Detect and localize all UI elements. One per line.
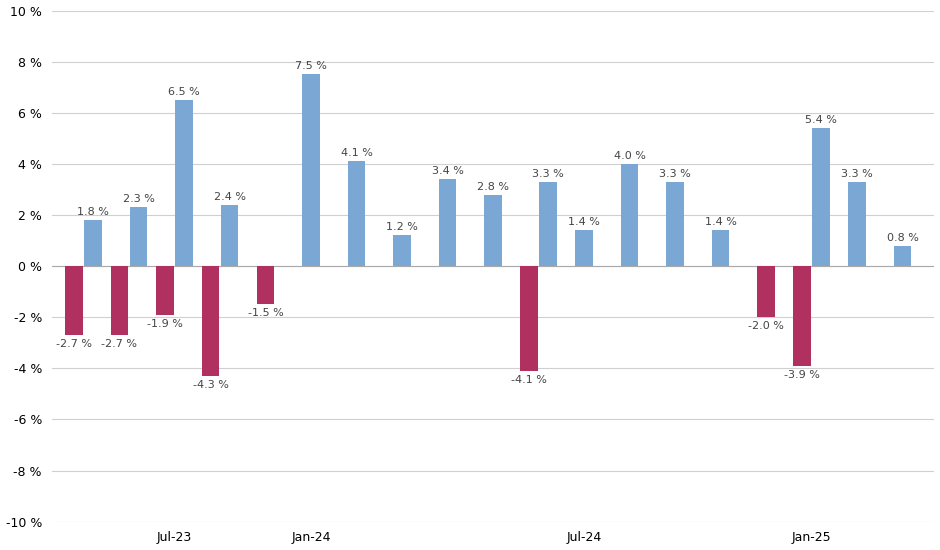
Bar: [439, 179, 456, 266]
Text: -2.7 %: -2.7 %: [102, 339, 137, 349]
Bar: [575, 230, 593, 266]
Bar: [257, 266, 274, 305]
Text: -3.9 %: -3.9 %: [784, 370, 820, 379]
Bar: [540, 182, 556, 266]
Text: 7.5 %: 7.5 %: [295, 62, 327, 72]
Bar: [202, 266, 219, 376]
Text: 2.3 %: 2.3 %: [122, 194, 154, 204]
Text: 3.3 %: 3.3 %: [659, 169, 691, 179]
Text: 2.8 %: 2.8 %: [477, 182, 509, 191]
Text: 1.8 %: 1.8 %: [77, 207, 109, 217]
Bar: [849, 182, 866, 266]
Text: 3.4 %: 3.4 %: [431, 166, 463, 176]
Text: -1.5 %: -1.5 %: [247, 309, 283, 318]
Bar: [894, 246, 911, 266]
Bar: [712, 230, 729, 266]
Bar: [111, 266, 128, 335]
Bar: [130, 207, 148, 266]
Bar: [793, 266, 810, 366]
Text: -4.1 %: -4.1 %: [511, 375, 547, 385]
Text: 4.1 %: 4.1 %: [340, 148, 372, 158]
Text: -2.7 %: -2.7 %: [56, 339, 92, 349]
Bar: [758, 266, 775, 317]
Bar: [85, 220, 102, 266]
Bar: [221, 205, 238, 266]
Bar: [621, 164, 638, 266]
Bar: [394, 235, 411, 266]
Text: -4.3 %: -4.3 %: [193, 380, 228, 390]
Bar: [156, 266, 174, 315]
Text: 1.4 %: 1.4 %: [568, 217, 600, 227]
Bar: [176, 100, 193, 266]
Bar: [521, 266, 538, 371]
Text: 3.3 %: 3.3 %: [532, 169, 564, 179]
Text: 4.0 %: 4.0 %: [614, 151, 646, 161]
Text: 1.4 %: 1.4 %: [705, 217, 737, 227]
Bar: [812, 128, 830, 266]
Bar: [666, 182, 683, 266]
Text: 3.3 %: 3.3 %: [841, 169, 873, 179]
Text: -2.0 %: -2.0 %: [748, 321, 784, 331]
Text: 2.4 %: 2.4 %: [213, 192, 245, 202]
Text: 0.8 %: 0.8 %: [886, 233, 918, 243]
Bar: [484, 195, 502, 266]
Bar: [303, 74, 320, 266]
Bar: [65, 266, 83, 335]
Text: 5.4 %: 5.4 %: [806, 115, 838, 125]
Text: 6.5 %: 6.5 %: [168, 87, 200, 97]
Text: -1.9 %: -1.9 %: [147, 318, 183, 328]
Text: 1.2 %: 1.2 %: [386, 222, 418, 233]
Bar: [348, 161, 365, 266]
